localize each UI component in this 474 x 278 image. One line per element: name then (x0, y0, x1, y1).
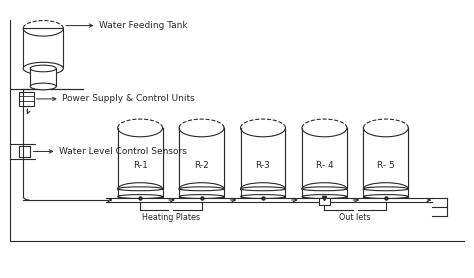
Ellipse shape (364, 195, 408, 198)
Bar (18, 146, 30, 157)
Text: R-1: R-1 (133, 161, 147, 170)
Polygon shape (23, 28, 64, 68)
Text: Water Feeding Tank: Water Feeding Tank (99, 21, 187, 30)
Polygon shape (30, 68, 56, 86)
Ellipse shape (30, 65, 56, 72)
Ellipse shape (118, 187, 163, 191)
Ellipse shape (364, 183, 408, 195)
Polygon shape (179, 189, 224, 197)
Polygon shape (240, 189, 285, 197)
Text: Water Level Control Sensors: Water Level Control Sensors (59, 147, 187, 156)
Ellipse shape (23, 62, 64, 75)
Polygon shape (118, 128, 163, 189)
Ellipse shape (240, 183, 285, 195)
Text: R-2: R-2 (194, 161, 209, 170)
Text: R-3: R-3 (255, 161, 271, 170)
Ellipse shape (364, 187, 408, 191)
Polygon shape (364, 128, 408, 189)
Text: Power Supply & Control Units: Power Supply & Control Units (62, 95, 195, 103)
Ellipse shape (240, 187, 285, 191)
Text: R- 5: R- 5 (377, 161, 395, 170)
Ellipse shape (118, 195, 163, 198)
Text: Out lets: Out lets (339, 213, 371, 222)
Text: Heating Plates: Heating Plates (142, 213, 200, 222)
Bar (319, 198, 329, 205)
Ellipse shape (302, 195, 347, 198)
Ellipse shape (118, 183, 163, 195)
Ellipse shape (179, 187, 224, 191)
Ellipse shape (179, 195, 224, 198)
Ellipse shape (179, 183, 224, 195)
Ellipse shape (302, 187, 347, 191)
Polygon shape (118, 189, 163, 197)
Polygon shape (240, 128, 285, 189)
Polygon shape (302, 189, 347, 197)
Ellipse shape (30, 83, 56, 90)
Polygon shape (364, 189, 408, 197)
Bar (18, 92, 34, 106)
Ellipse shape (302, 183, 347, 195)
Text: R- 4: R- 4 (316, 161, 333, 170)
Ellipse shape (240, 195, 285, 198)
Polygon shape (179, 128, 224, 189)
Polygon shape (302, 128, 347, 189)
